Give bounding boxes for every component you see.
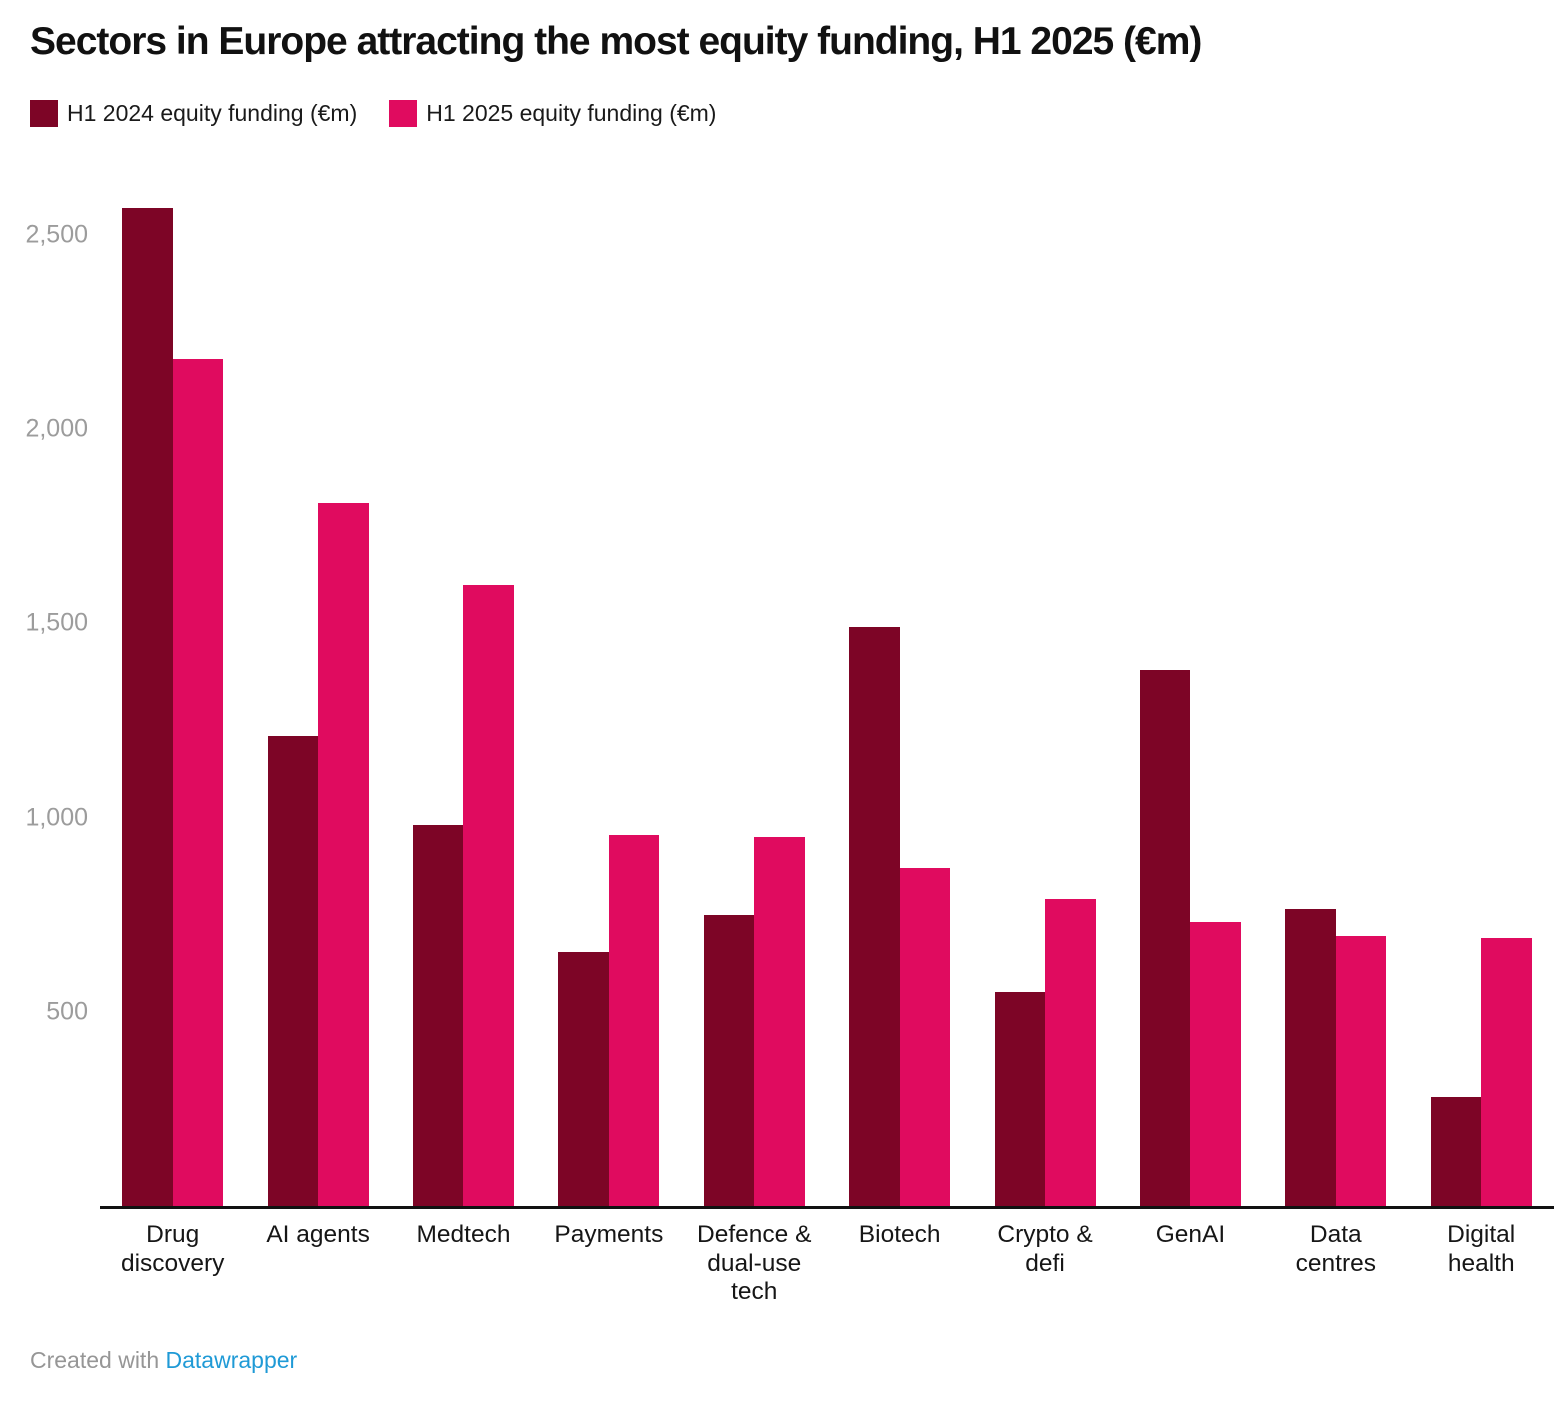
y-tick-label: 500 (46, 997, 88, 1026)
bar-h1-2025[interactable] (754, 837, 805, 1206)
bar-h1-2024[interactable] (412, 825, 464, 1206)
bar-h1-2025[interactable] (318, 502, 369, 1206)
bar-h1-2025[interactable] (608, 835, 660, 1206)
bar-group (536, 196, 681, 1206)
bar-group (100, 196, 245, 1206)
attribution-prefix: Created with (30, 1347, 166, 1373)
chart-title: Sectors in Europe attracting the most eq… (30, 20, 1202, 63)
legend-label-h1-2024: H1 2024 equity funding (€m) (67, 100, 358, 126)
bar-h1-2024[interactable] (849, 627, 900, 1206)
bar-h1-2024[interactable] (267, 736, 319, 1206)
x-tick-label: Medtech (416, 1221, 511, 1248)
y-tick-label: 1,500 (25, 608, 88, 637)
bar-h1-2024[interactable] (994, 992, 1046, 1206)
bar-group (682, 196, 827, 1206)
attribution: Created with Datawrapper (30, 1347, 297, 1374)
datawrapper-link[interactable]: Datawrapper (165, 1347, 298, 1373)
x-tick-label: AI agents (266, 1221, 370, 1248)
x-tick-label: Biotech (858, 1221, 941, 1248)
bar-h1-2025[interactable] (1481, 938, 1532, 1206)
bar-group (1263, 196, 1408, 1206)
bar-group (1409, 196, 1554, 1206)
bar-h1-2025[interactable] (1045, 899, 1096, 1206)
legend-item-h1-2024: H1 2024 equity funding (€m) (30, 100, 357, 127)
bar-h1-2024[interactable] (122, 207, 173, 1206)
y-tick-label: 2,000 (25, 414, 88, 443)
x-tick-label: Crypto & defi (997, 1221, 1093, 1277)
bar-h1-2024[interactable] (703, 914, 755, 1206)
x-tick-label: GenAI (1155, 1221, 1226, 1248)
legend-item-h1-2025: H1 2025 equity funding (€m) (389, 100, 716, 127)
x-axis-line (100, 1206, 1554, 1209)
bar-group (391, 196, 536, 1206)
legend-label-h1-2025: H1 2025 equity funding (€m) (426, 100, 717, 126)
plot-area (100, 196, 1554, 1206)
bar-h1-2025[interactable] (172, 359, 224, 1206)
legend-swatch-h1-2025 (389, 100, 418, 127)
bar-h1-2024[interactable] (1430, 1097, 1482, 1206)
x-axis-labels: Drug discovery AI agents Medtech Payments De… (100, 1221, 1554, 1307)
bar-h1-2025[interactable] (463, 584, 514, 1206)
bar-h1-2025[interactable] (899, 868, 951, 1206)
bar-group (972, 196, 1117, 1206)
bar-h1-2025[interactable] (1335, 936, 1387, 1206)
y-tick-label: 1,000 (25, 803, 88, 831)
x-tick-label: Drug discovery (120, 1221, 225, 1277)
bar-h1-2025[interactable] (1190, 922, 1241, 1206)
bar-group (1118, 196, 1263, 1206)
x-tick-label: Payments (554, 1221, 664, 1248)
x-tick-label: Digital health (1447, 1221, 1516, 1277)
bar-h1-2024[interactable] (1285, 908, 1336, 1206)
x-tick-label: Data centres (1295, 1221, 1376, 1277)
bar-group (245, 196, 390, 1206)
bar-h1-2024[interactable] (1139, 669, 1191, 1206)
bar-h1-2024[interactable] (558, 951, 609, 1206)
y-tick-label: 2,500 (25, 220, 88, 249)
x-tick-label: Defence & dual-use tech (697, 1221, 812, 1306)
legend-swatch-h1-2024 (30, 100, 58, 127)
bar-group (827, 196, 972, 1206)
legend: H1 2024 equity funding (€m) H1 2025 equi… (30, 100, 716, 127)
